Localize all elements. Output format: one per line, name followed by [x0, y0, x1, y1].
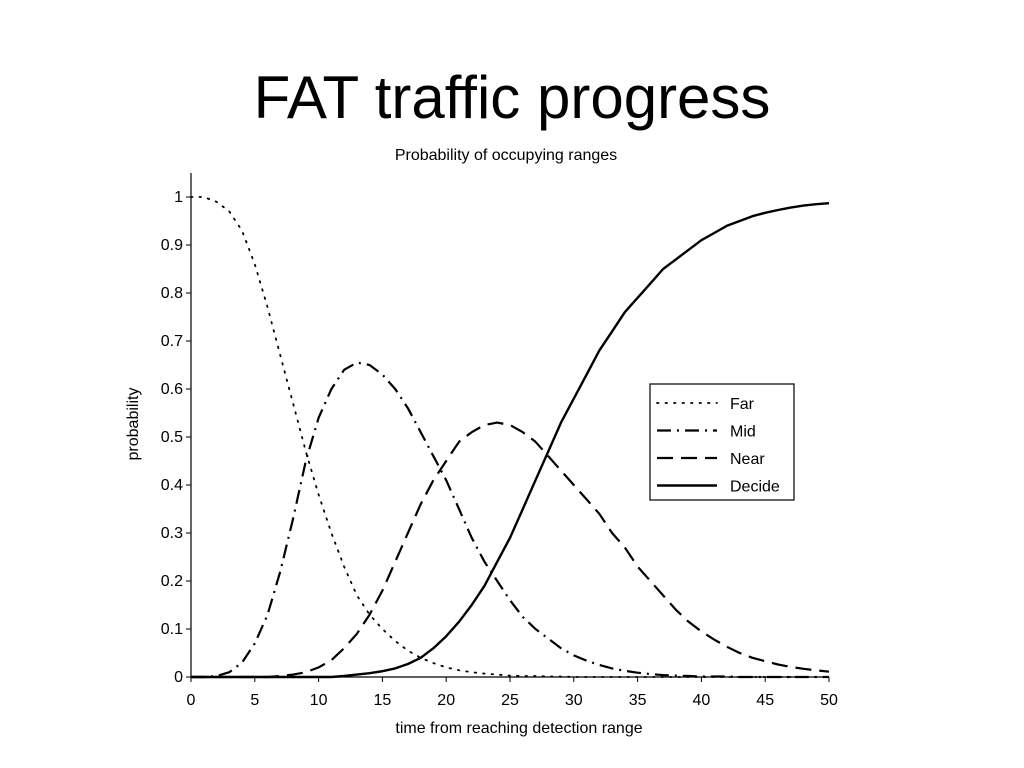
y-tick-label: 0.7	[161, 333, 183, 350]
x-tick-label: 25	[501, 692, 519, 709]
x-tick-label: 40	[693, 692, 711, 709]
legend-label-mid: Mid	[730, 424, 756, 441]
y-tick-label: 0.8	[161, 285, 183, 302]
chart-title: Probability of occupying ranges	[395, 147, 617, 164]
legend-label-near: Near	[730, 451, 765, 468]
y-tick-label: 0.2	[161, 573, 183, 590]
y-tick-label: 0.3	[161, 525, 183, 542]
x-tick-label: 15	[374, 692, 392, 709]
chart-legend: Far Mid Near Decide	[649, 383, 795, 501]
y-tick-label: 0.4	[161, 477, 183, 494]
x-tick-label: 50	[820, 692, 838, 709]
x-tick-label: 20	[437, 692, 455, 709]
x-axis-label: time from reaching detection range	[395, 720, 642, 737]
chart-ticks: 0 5 10 15 20 25 30 35 40 45 50 0 0.1 0.2 0.3 0.4 0.5 0.6 0…	[161, 189, 838, 709]
chart-series	[190, 196, 830, 679]
series-line-near	[191, 421, 830, 679]
x-tick-label: 10	[310, 692, 328, 709]
series-line-mid	[191, 361, 829, 679]
x-tick-label: 35	[629, 692, 647, 709]
x-tick-label: 0	[187, 692, 196, 709]
y-tick-label: 1	[174, 189, 183, 206]
y-tick-label: 0.6	[161, 381, 183, 398]
y-tick-label: 0	[174, 669, 183, 686]
y-axis-label: probability	[125, 388, 142, 461]
slide-title: FAT traffic progress	[253, 64, 771, 131]
x-tick-label: 5	[250, 692, 259, 709]
x-tick-label: 30	[565, 692, 583, 709]
legend-label-far: Far	[730, 396, 755, 413]
series-line-decide	[191, 202, 830, 679]
legend-label-decide: Decide	[730, 479, 780, 496]
y-tick-label: 0.9	[161, 237, 183, 254]
x-tick-label: 45	[756, 692, 774, 709]
y-tick-label: 0.1	[161, 621, 183, 638]
y-tick-label: 0.5	[161, 429, 183, 446]
